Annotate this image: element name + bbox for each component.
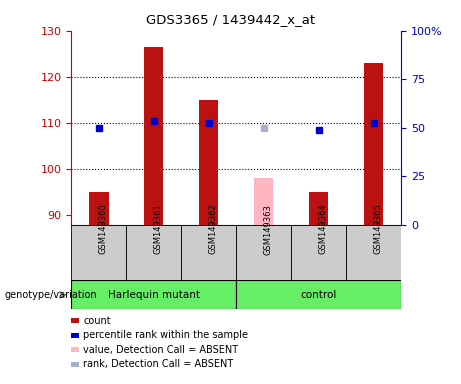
Bar bbox=[309, 192, 328, 225]
Text: GSM149365: GSM149365 bbox=[373, 204, 383, 255]
Bar bbox=[254, 179, 273, 225]
Bar bbox=[89, 192, 108, 225]
Text: GSM149363: GSM149363 bbox=[264, 204, 273, 255]
Text: value, Detection Call = ABSENT: value, Detection Call = ABSENT bbox=[83, 345, 238, 355]
Bar bbox=[181, 225, 236, 280]
Text: GDS3365 / 1439442_x_at: GDS3365 / 1439442_x_at bbox=[146, 13, 315, 26]
Text: GSM149362: GSM149362 bbox=[209, 204, 218, 255]
Bar bbox=[71, 225, 126, 280]
Text: Harlequin mutant: Harlequin mutant bbox=[108, 290, 200, 300]
Text: GSM149361: GSM149361 bbox=[154, 204, 163, 255]
Text: GSM149360: GSM149360 bbox=[99, 204, 108, 255]
Text: percentile rank within the sample: percentile rank within the sample bbox=[83, 330, 248, 340]
Bar bbox=[199, 100, 219, 225]
Bar bbox=[71, 280, 236, 309]
Bar bbox=[364, 63, 383, 225]
Bar bbox=[346, 225, 401, 280]
Bar bbox=[126, 225, 181, 280]
Text: genotype/variation: genotype/variation bbox=[5, 290, 97, 300]
Bar bbox=[236, 225, 291, 280]
Text: rank, Detection Call = ABSENT: rank, Detection Call = ABSENT bbox=[83, 359, 234, 369]
Bar bbox=[291, 225, 346, 280]
Bar bbox=[236, 280, 401, 309]
Bar bbox=[144, 47, 164, 225]
Text: control: control bbox=[301, 290, 337, 300]
Text: count: count bbox=[83, 316, 111, 326]
Text: GSM149364: GSM149364 bbox=[319, 204, 328, 255]
